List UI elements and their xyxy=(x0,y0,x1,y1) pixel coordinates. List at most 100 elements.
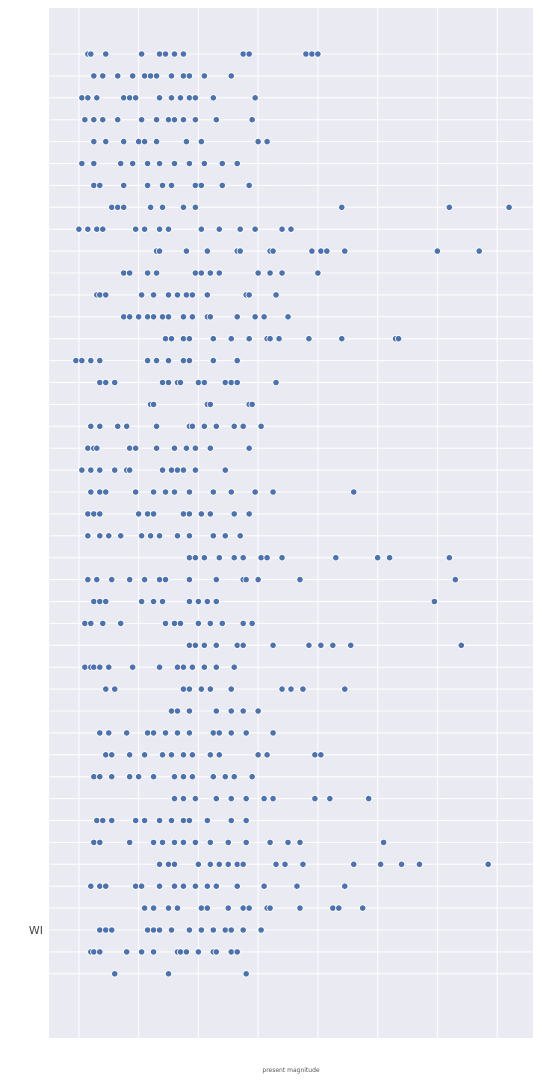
data-point xyxy=(430,597,439,606)
data-point xyxy=(72,356,80,365)
data-point xyxy=(209,335,217,343)
data-point xyxy=(359,904,367,912)
data-point xyxy=(227,335,235,343)
data-point xyxy=(108,575,116,584)
data-point xyxy=(96,926,104,934)
data-point xyxy=(126,575,134,584)
data-point xyxy=(179,838,188,847)
data-point xyxy=(203,247,211,255)
data-point xyxy=(114,116,122,124)
data-point xyxy=(135,773,143,781)
data-point xyxy=(251,225,259,233)
data-point xyxy=(105,663,113,671)
data-point xyxy=(263,554,271,562)
data-point xyxy=(287,225,295,233)
data-point xyxy=(212,422,220,430)
x-axis-label: present magnitude xyxy=(262,1067,319,1074)
data-point xyxy=(152,422,161,430)
data-point xyxy=(81,116,89,124)
data-point xyxy=(179,773,188,781)
data-point xyxy=(120,313,128,321)
data-point xyxy=(254,269,262,277)
data-point xyxy=(102,685,110,693)
data-point xyxy=(176,94,185,102)
data-point xyxy=(155,159,164,168)
data-point xyxy=(90,773,98,781)
data-point xyxy=(221,532,229,540)
data-point xyxy=(272,860,280,868)
data-point xyxy=(96,532,104,540)
data-point xyxy=(170,860,179,868)
data-point xyxy=(236,247,244,255)
data-point xyxy=(206,313,214,321)
data-point xyxy=(138,116,146,124)
data-point xyxy=(203,904,211,912)
data-point xyxy=(185,816,194,825)
data-point xyxy=(251,313,259,321)
data-point xyxy=(206,400,214,408)
data-point xyxy=(170,488,179,496)
data-point xyxy=(179,50,188,58)
data-point xyxy=(143,313,152,321)
data-point xyxy=(203,816,211,825)
data-point xyxy=(332,554,340,562)
data-point xyxy=(81,663,89,671)
data-point xyxy=(197,269,205,277)
data-point xyxy=(233,378,241,387)
data-point xyxy=(81,619,89,628)
data-point xyxy=(129,72,137,80)
data-point xyxy=(227,378,235,387)
data-point xyxy=(197,181,205,189)
data-point xyxy=(167,751,176,759)
data-point xyxy=(96,773,104,781)
data-point xyxy=(179,203,188,211)
data-point xyxy=(236,225,244,233)
data-point xyxy=(266,269,274,277)
data-point xyxy=(212,663,220,671)
data-point xyxy=(296,904,304,912)
data-point xyxy=(149,729,158,737)
data-point xyxy=(302,50,310,58)
data-point xyxy=(102,597,110,606)
data-point xyxy=(87,50,95,58)
data-point xyxy=(123,948,131,956)
data-point xyxy=(221,466,229,474)
data-point xyxy=(445,554,453,562)
data-point xyxy=(167,72,176,80)
data-point xyxy=(158,313,167,321)
data-point xyxy=(114,203,122,211)
data-point xyxy=(245,181,253,189)
data-point xyxy=(108,773,116,781)
data-point xyxy=(233,356,241,365)
data-point xyxy=(155,247,164,255)
data-point xyxy=(176,619,185,628)
data-point xyxy=(78,159,86,168)
data-point xyxy=(90,116,98,124)
data-point xyxy=(230,554,238,562)
data-point xyxy=(242,816,250,825)
data-point xyxy=(164,313,173,321)
data-point xyxy=(341,247,349,255)
data-point xyxy=(296,838,304,847)
data-point xyxy=(251,488,259,496)
data-point xyxy=(182,948,191,956)
data-point xyxy=(227,729,235,737)
data-point xyxy=(182,444,191,452)
data-point xyxy=(138,291,146,299)
data-point xyxy=(138,532,146,540)
data-point xyxy=(161,488,170,496)
data-point xyxy=(167,181,176,189)
data-point xyxy=(173,904,182,912)
data-point xyxy=(173,532,182,540)
data-point xyxy=(200,554,208,562)
data-point xyxy=(102,926,110,934)
data-point xyxy=(197,926,205,934)
data-point xyxy=(242,838,250,847)
data-point xyxy=(394,335,403,343)
data-point xyxy=(155,50,164,58)
data-point xyxy=(415,860,424,868)
data-point xyxy=(96,422,104,430)
data-point xyxy=(141,751,149,759)
data-point xyxy=(102,50,110,58)
data-point xyxy=(161,729,170,737)
